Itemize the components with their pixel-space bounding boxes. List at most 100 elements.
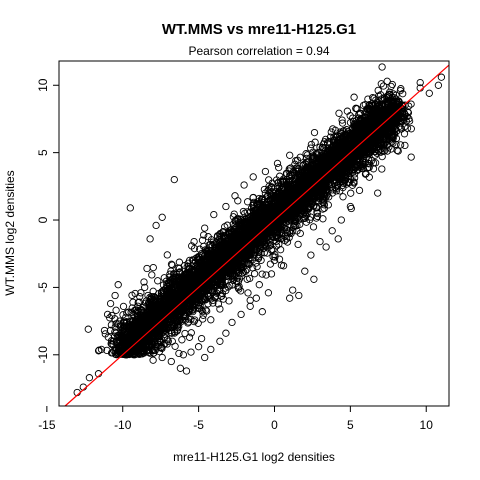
- data-point: [137, 289, 145, 297]
- data-point: [425, 89, 433, 97]
- data-point: [228, 318, 236, 327]
- data-point: [286, 151, 294, 159]
- data-point: [273, 159, 282, 168]
- data-point: [182, 367, 191, 375]
- data-point: [316, 237, 324, 246]
- data-point: [106, 299, 115, 308]
- cloud-point: [250, 270, 259, 278]
- data-point: [337, 216, 345, 224]
- data-point: [207, 316, 215, 324]
- cloud-point: [107, 321, 116, 329]
- cloud-point: [407, 153, 415, 161]
- cloud-point: [306, 144, 315, 152]
- cloud-point: [338, 116, 346, 124]
- data-point: [374, 189, 382, 197]
- cloud-point: [199, 315, 207, 323]
- data-point: [295, 291, 303, 300]
- cloud-point: [181, 329, 189, 338]
- data-point: [114, 281, 122, 289]
- data-point: [222, 329, 230, 337]
- data-point: [140, 278, 148, 286]
- cloud-point: [309, 223, 318, 231]
- cloud-point: [307, 140, 316, 149]
- chart-title: WT.MMS vs mre11-H125.G1: [162, 21, 356, 38]
- data-point: [301, 267, 309, 275]
- data-point: [152, 221, 160, 230]
- cloud-point: [175, 258, 184, 266]
- cloud-point: [163, 251, 171, 259]
- cloud-point: [350, 93, 358, 101]
- data-point: [240, 181, 248, 189]
- data-point: [207, 345, 215, 354]
- cloud-point: [311, 138, 319, 146]
- cloud-point: [407, 125, 415, 133]
- data-point: [270, 256, 279, 265]
- data-point: [197, 334, 206, 343]
- data-point: [264, 289, 273, 297]
- data-point: [246, 302, 254, 310]
- data-point: [143, 264, 151, 273]
- data-point: [194, 343, 203, 351]
- data-point: [322, 243, 330, 251]
- data-point: [201, 353, 209, 362]
- data-point: [252, 294, 260, 302]
- cloud-point: [178, 336, 186, 344]
- cloud-point: [335, 109, 343, 117]
- cloud-point: [234, 197, 242, 205]
- cloud-point: [283, 238, 292, 246]
- cloud-point: [239, 207, 248, 216]
- cloud-point: [112, 306, 120, 314]
- cloud-point: [244, 289, 252, 297]
- data-point: [210, 210, 218, 219]
- data-point: [437, 73, 446, 81]
- data-point: [216, 305, 224, 313]
- data-point: [85, 374, 94, 382]
- cloud-point: [149, 263, 157, 272]
- data-point: [149, 356, 157, 364]
- data-point: [267, 270, 276, 278]
- data-point: [237, 310, 245, 319]
- data-point: [179, 351, 188, 359]
- data-point: [434, 81, 443, 89]
- data-point: [222, 202, 230, 211]
- data-point: [146, 235, 154, 243]
- data-point: [255, 281, 263, 289]
- data-point: [201, 224, 209, 232]
- data-point: [170, 175, 178, 184]
- data-point: [158, 213, 166, 221]
- data-point: [355, 186, 364, 195]
- data-point: [261, 167, 270, 176]
- data-point: [175, 349, 183, 358]
- cloud-point: [339, 193, 347, 201]
- cloud-point: [294, 240, 302, 249]
- cloud-point: [253, 262, 261, 271]
- data-point: [416, 78, 424, 87]
- dense-point-cloud: [84, 63, 415, 359]
- data-point: [307, 251, 315, 259]
- data-point: [216, 337, 224, 345]
- data-point: [258, 308, 266, 316]
- cloud-point: [148, 271, 156, 279]
- data-point: [249, 173, 257, 181]
- cloud-point: [302, 150, 310, 158]
- data-point: [286, 294, 294, 302]
- cloud-point: [266, 260, 275, 268]
- cloud-point: [106, 314, 114, 322]
- data-point: [334, 235, 342, 243]
- cloud-point: [246, 296, 254, 304]
- data-point: [187, 348, 195, 356]
- data-point: [289, 286, 297, 294]
- data-points: [73, 63, 446, 397]
- data-point: [176, 364, 185, 372]
- data-point: [190, 237, 198, 246]
- data-point: [111, 291, 119, 300]
- data-point: [310, 275, 318, 283]
- data-point: [158, 353, 166, 362]
- data-point: [126, 204, 134, 212]
- chart-subtitle: Pearson correlation = 0.94: [188, 44, 329, 58]
- cloud-point: [260, 185, 269, 194]
- data-point: [328, 227, 336, 235]
- cloud-point: [379, 82, 388, 90]
- data-point: [167, 357, 175, 366]
